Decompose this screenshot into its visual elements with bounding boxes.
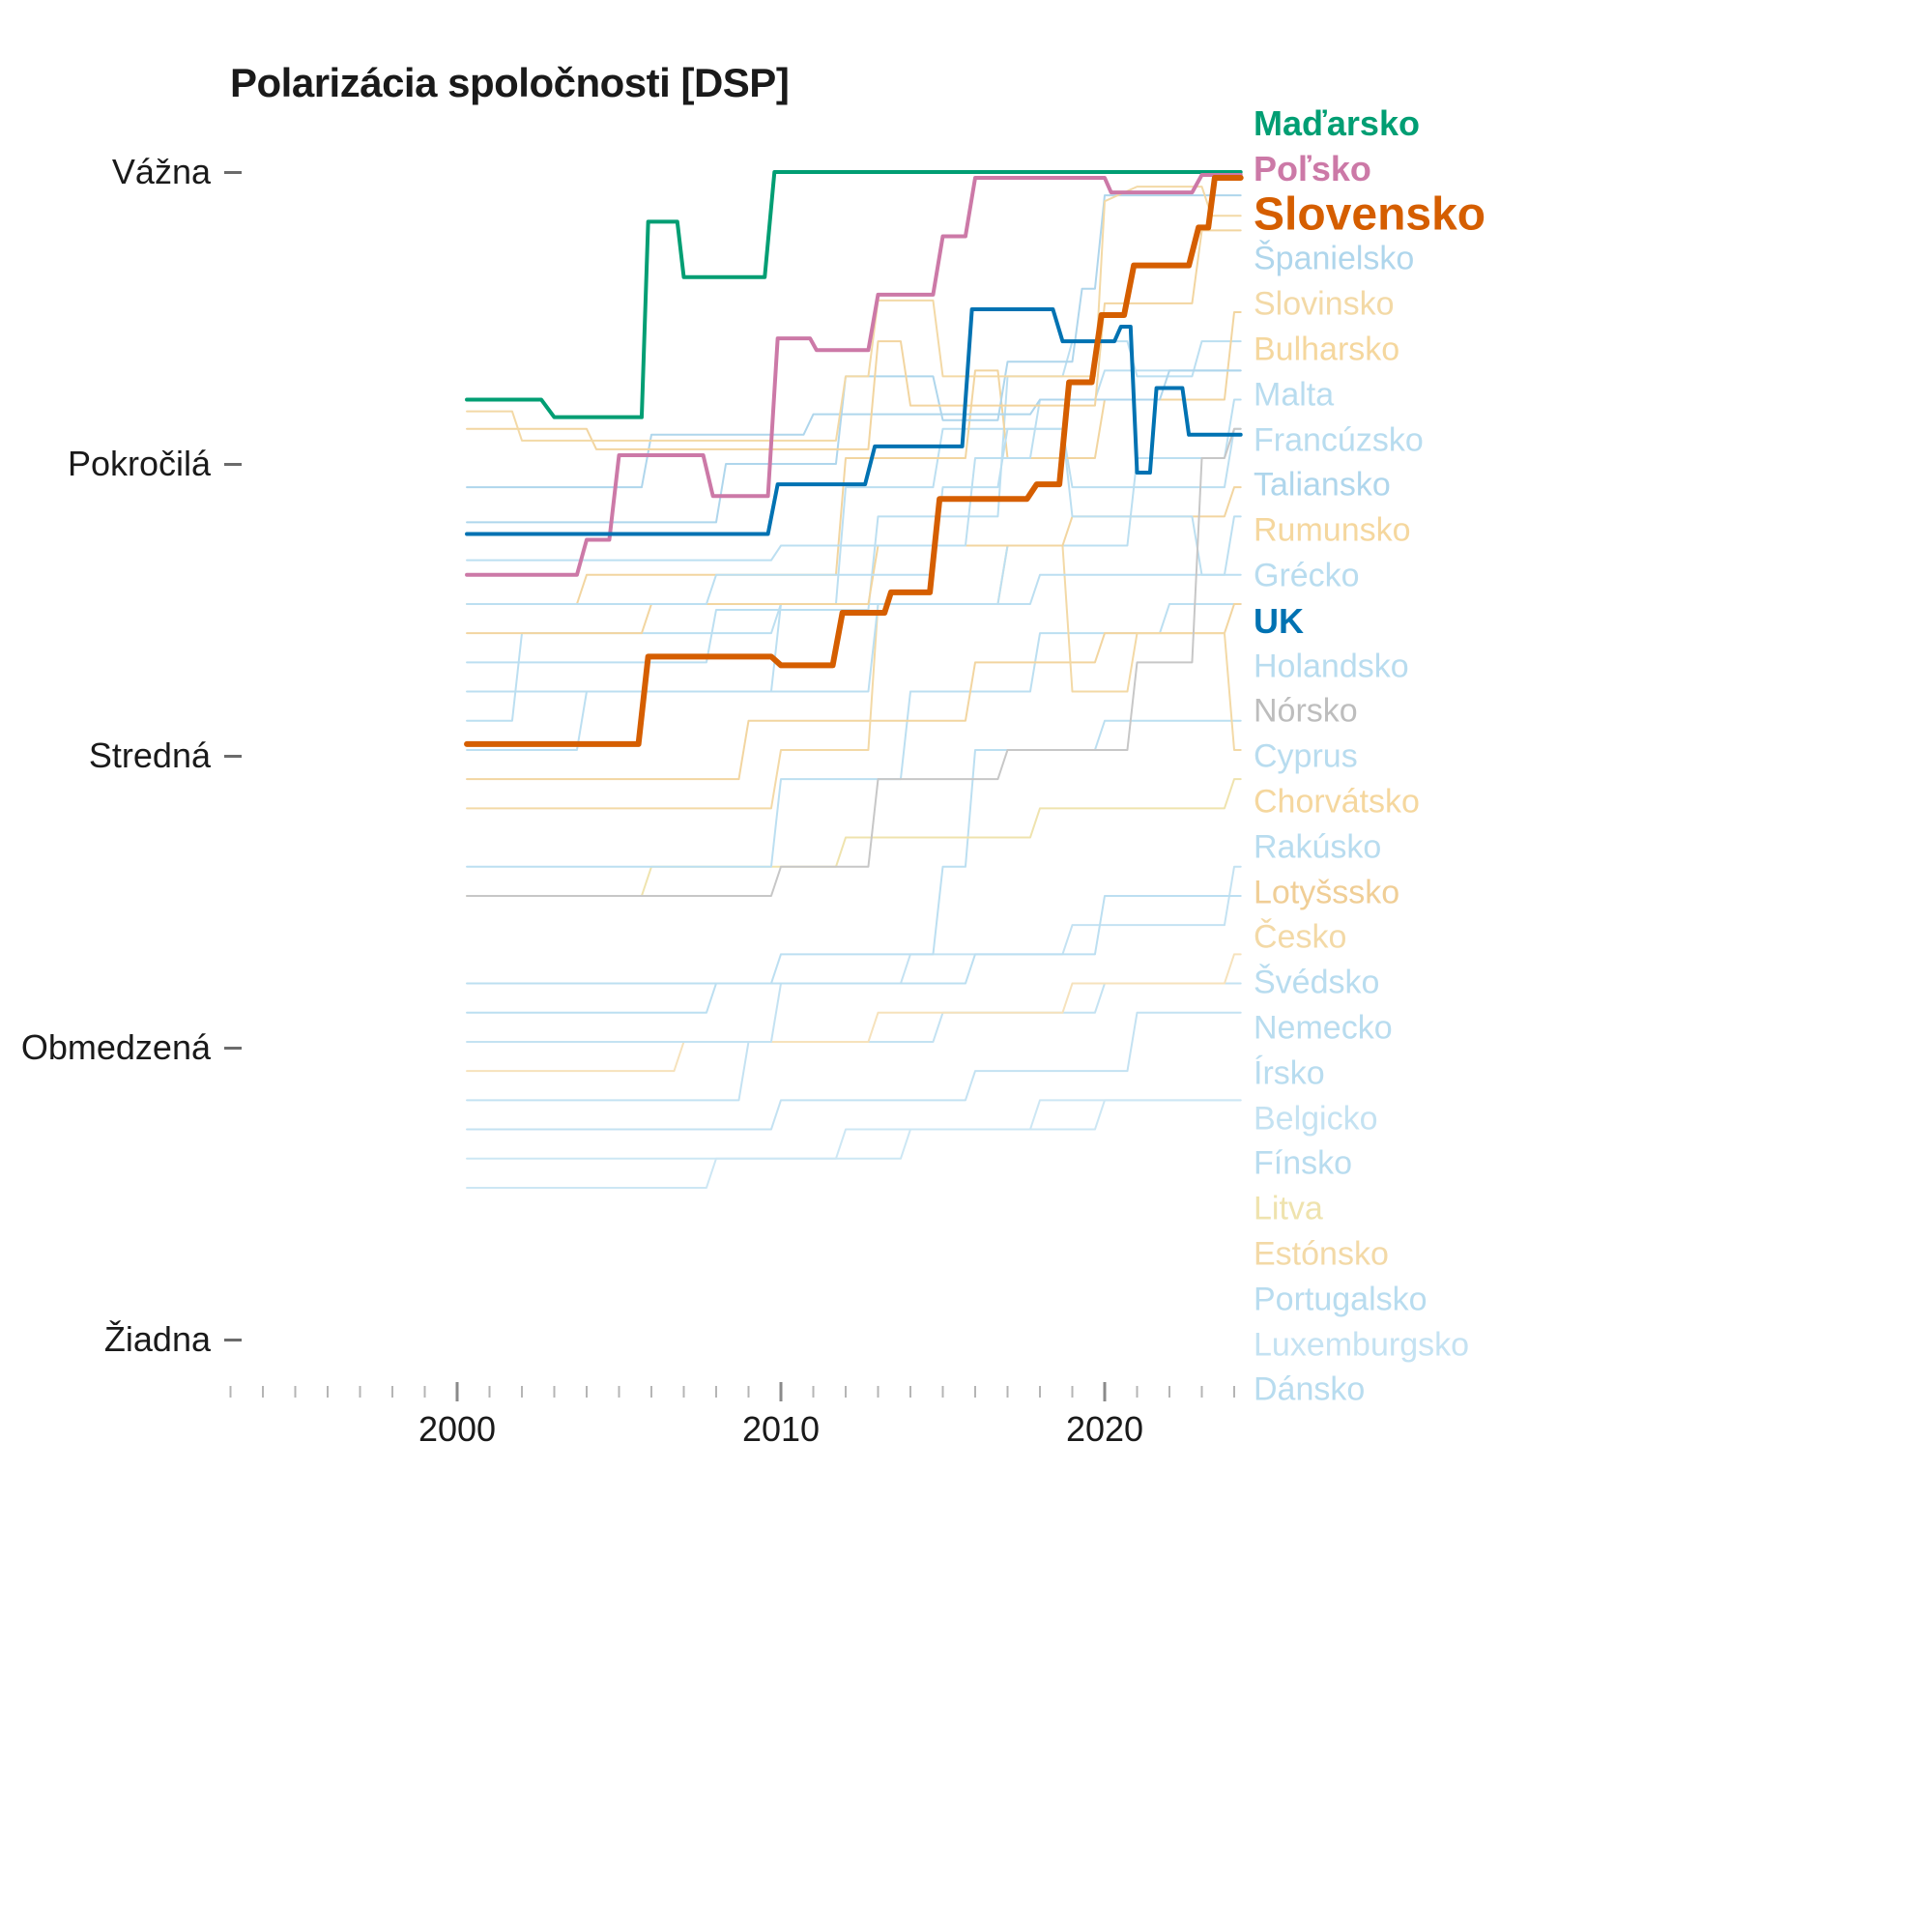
y-axis-label: Stredná bbox=[88, 735, 211, 775]
legend-item-Slovinsko: Slovinsko bbox=[1254, 285, 1395, 323]
legend-item-Španielsko: Španielsko bbox=[1254, 240, 1415, 277]
series-line-Chorvátsko bbox=[466, 486, 1242, 635]
chart-title: Polarizácia spoločnosti [DSP] bbox=[230, 60, 790, 105]
series-line-Rakúsko bbox=[466, 427, 1242, 605]
legend-item-Belgicko: Belgicko bbox=[1254, 1100, 1378, 1138]
x-axis-label: 2010 bbox=[741, 1409, 821, 1449]
legend-item-Holandsko: Holandsko bbox=[1254, 648, 1409, 685]
legend-item-Nórsko: Nórsko bbox=[1254, 692, 1358, 730]
y-axis-tick bbox=[224, 754, 242, 758]
legend-item-UK: UK bbox=[1254, 600, 1304, 641]
legend-item-Fínsko: Fínsko bbox=[1254, 1144, 1353, 1182]
y-axis-label-row: Pokročilá bbox=[0, 441, 242, 487]
series-line-Francúzsko bbox=[466, 369, 1242, 562]
x-axis-label: 2020 bbox=[1065, 1409, 1144, 1449]
y-axis-label: Pokročilá bbox=[67, 444, 211, 483]
legend-item-Estónsko: Estónsko bbox=[1254, 1235, 1389, 1273]
series-line-Slovinsko bbox=[466, 186, 1242, 442]
legend-item-Maďarsko: Maďarsko bbox=[1254, 103, 1420, 143]
legend-item-Rumunsko: Rumunsko bbox=[1254, 511, 1411, 549]
series-line-Španielsko bbox=[466, 194, 1242, 524]
series-line-Holandsko bbox=[466, 398, 1242, 722]
series-line-Írsko bbox=[466, 894, 1242, 1014]
legend-item-Poľsko: Poľsko bbox=[1254, 148, 1371, 188]
series-line-Bulharsko bbox=[466, 229, 1242, 450]
y-axis-tick bbox=[224, 170, 242, 174]
legend-item-Bulharsko: Bulharsko bbox=[1254, 331, 1400, 368]
series-line-Portugalsko bbox=[466, 1011, 1242, 1131]
legend-item-Chorvátsko: Chorvátsko bbox=[1254, 783, 1420, 821]
series-line-Lotyšssko bbox=[466, 602, 1242, 781]
series-line-Nemecko bbox=[466, 719, 1242, 985]
series-line-Maďarsko bbox=[465, 170, 1243, 419]
legend-item-Nemecko: Nemecko bbox=[1254, 1009, 1393, 1047]
series-line-Dánsko bbox=[466, 1099, 1242, 1189]
series-line-UK bbox=[465, 306, 1243, 536]
legend-item-Litva: Litva bbox=[1254, 1190, 1323, 1227]
x-axis-label: 2000 bbox=[418, 1409, 497, 1449]
legend-item-Francúzsko: Francúzsko bbox=[1254, 421, 1424, 459]
series-line-Slovensko bbox=[464, 175, 1244, 747]
legend-item-Rakúsko: Rakúsko bbox=[1254, 828, 1382, 866]
series-line-Estónsko bbox=[466, 953, 1242, 1073]
legend-item-Dánsko: Dánsko bbox=[1254, 1370, 1366, 1408]
legend-item-Portugalsko: Portugalsko bbox=[1254, 1281, 1427, 1318]
y-axis-tick bbox=[224, 1046, 242, 1050]
y-axis-label-row: Stredná bbox=[0, 733, 242, 779]
legend-item-Luxemburgsko: Luxemburgsko bbox=[1254, 1326, 1470, 1364]
legend-item-Švédsko: Švédsko bbox=[1254, 964, 1380, 1001]
y-axis-label-row: Žiadna bbox=[0, 1316, 242, 1363]
series-line-Luxemburgsko bbox=[466, 1099, 1242, 1160]
legend-item-Česko: Česko bbox=[1254, 918, 1347, 956]
series-line-Fínsko bbox=[466, 982, 1242, 1102]
legend-item-Malta: Malta bbox=[1254, 376, 1335, 414]
series-line-Poľsko bbox=[465, 173, 1243, 577]
y-axis-label: Vážna bbox=[111, 152, 211, 191]
series-line-Švédsko bbox=[466, 602, 1242, 868]
legend-item-Írsko: Írsko bbox=[1254, 1054, 1325, 1092]
legend-item-Lotyšssko: Lotyšssko bbox=[1254, 874, 1400, 911]
series-line-Rumunsko bbox=[466, 310, 1242, 605]
y-axis-label-row: Obmedzená bbox=[0, 1024, 242, 1071]
y-axis-label: Obmedzená bbox=[20, 1027, 211, 1067]
y-axis-label-row: Vážna bbox=[0, 149, 242, 195]
series-line-Taliansko bbox=[466, 369, 1242, 489]
legend-item-Cyprus: Cyprus bbox=[1254, 737, 1358, 775]
legend-item-Taliansko: Taliansko bbox=[1254, 466, 1391, 504]
legend-item-Slovensko: Slovensko bbox=[1254, 188, 1486, 241]
legend-item-Grécko: Grécko bbox=[1254, 557, 1360, 594]
y-axis-label: Žiadna bbox=[103, 1319, 211, 1359]
series-line-Litva bbox=[466, 778, 1242, 897]
y-axis-tick bbox=[224, 1338, 242, 1341]
series-line-Nórsko bbox=[466, 427, 1242, 897]
y-axis-tick bbox=[224, 462, 242, 466]
